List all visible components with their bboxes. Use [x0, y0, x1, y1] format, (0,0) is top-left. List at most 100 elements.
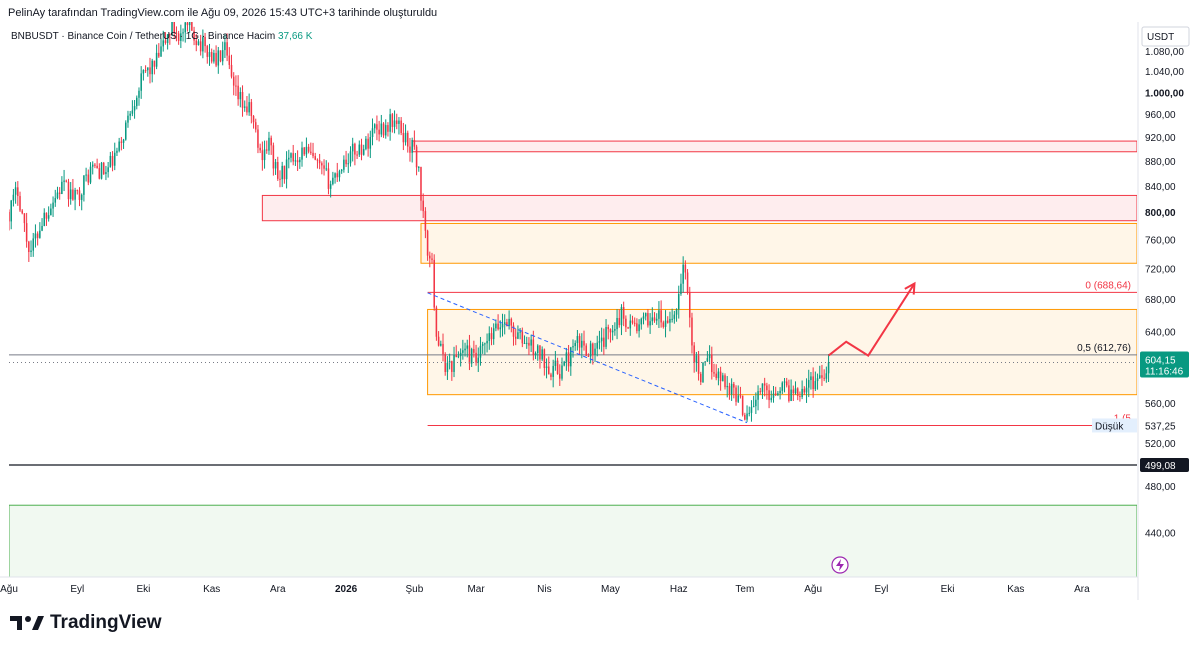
candle-body [281, 165, 283, 180]
candle [314, 152, 317, 161]
candle-body [673, 314, 676, 319]
candle-body [232, 76, 235, 86]
candle [305, 137, 308, 158]
candle-body [799, 396, 801, 398]
candle [235, 75, 237, 96]
candle-body [777, 393, 779, 395]
candle [268, 131, 270, 155]
candle [343, 155, 345, 173]
candle-body [453, 354, 455, 372]
candle [554, 350, 557, 371]
candle [814, 371, 817, 392]
candle [785, 377, 788, 388]
candle [468, 334, 471, 371]
candle-body [25, 223, 28, 242]
candle [226, 33, 228, 62]
candle-body [503, 322, 506, 325]
candle [592, 342, 594, 365]
candle [457, 351, 460, 359]
y-tick-label: 880,00 [1145, 157, 1176, 168]
candle [770, 390, 773, 403]
candle [783, 378, 786, 393]
candle [677, 285, 680, 319]
candle [312, 142, 314, 159]
candle-body [382, 123, 385, 136]
candle [596, 335, 599, 357]
y-tick-label: 760,00 [1145, 235, 1176, 246]
candle-body [530, 339, 532, 346]
candle-body [418, 167, 420, 169]
candle-body [695, 355, 698, 363]
candle [288, 149, 290, 169]
candle-body [506, 322, 508, 327]
candle-body [649, 321, 651, 326]
candle-body [336, 173, 339, 178]
candle [369, 130, 372, 159]
candle-body [69, 189, 72, 200]
candle-body [803, 388, 806, 393]
candle-body [177, 33, 180, 41]
candle-body [376, 124, 378, 130]
price-chart[interactable]: 0 (688,64)0,5 (612,76)1 (5BNBUSDT · Bina… [0, 0, 1200, 600]
candle-body [294, 160, 297, 162]
candle-body [730, 383, 733, 395]
candle [550, 372, 552, 381]
candle-body [343, 159, 345, 170]
candle [547, 356, 550, 375]
candle-body [594, 348, 596, 355]
candle [182, 28, 184, 42]
candle [248, 93, 250, 116]
candle-body [259, 147, 261, 151]
low-label-badge [1092, 418, 1137, 433]
candle-body [457, 356, 460, 358]
candle [160, 38, 162, 57]
candle [292, 144, 294, 166]
candle [61, 176, 63, 195]
events-badge [831, 556, 849, 574]
candle-body [21, 210, 23, 214]
candle-body [362, 149, 365, 155]
candle [85, 167, 87, 182]
candle-body [411, 140, 413, 153]
candle [206, 44, 209, 64]
candle [638, 319, 640, 338]
candle [283, 165, 286, 184]
candle [451, 360, 453, 381]
fib-05-line-label: 0,5 (612,76) [1077, 343, 1131, 354]
candle [636, 318, 638, 334]
candle-body [228, 55, 231, 65]
candle [147, 67, 149, 77]
candle-body [67, 181, 70, 200]
candle [433, 254, 435, 311]
candle-body [807, 380, 810, 388]
candle-body [358, 144, 361, 155]
candle [65, 179, 68, 183]
candle [217, 46, 220, 74]
candle [503, 314, 506, 335]
candle-body [578, 336, 581, 348]
supply-zone-orange [420, 222, 1137, 264]
candle [666, 316, 669, 324]
candle-body [541, 349, 543, 360]
candle-body [52, 202, 54, 209]
candle-body [543, 349, 546, 368]
candle-body [550, 374, 552, 377]
candle-body [589, 343, 592, 357]
candle [660, 300, 662, 328]
y-tick-label: 960,00 [1145, 110, 1176, 121]
candle-body [217, 50, 220, 66]
symbol-text: BNBUSDT · Binance Coin / TetherUS · 1G ·… [11, 31, 247, 42]
candle-body [424, 211, 427, 231]
candle-body [87, 174, 90, 183]
candle-body [790, 389, 792, 401]
tradingview-logo[interactable]: TradingView [10, 612, 162, 634]
candle-body [622, 307, 625, 319]
candle [199, 34, 202, 56]
candle [30, 240, 32, 257]
candle-body [534, 353, 537, 355]
candle [466, 339, 469, 358]
candle-body [316, 159, 319, 161]
candle [761, 383, 764, 399]
candle [429, 251, 431, 268]
candle [263, 140, 266, 169]
